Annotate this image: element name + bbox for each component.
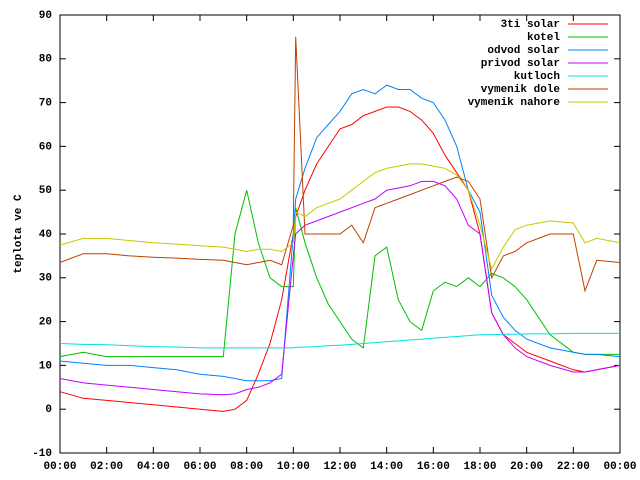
series-line	[59, 332, 620, 349]
series-line	[59, 84, 621, 382]
x-tick-label: 06:00	[183, 461, 216, 473]
series-line	[59, 180, 621, 396]
y-tick-label: 50	[39, 185, 52, 197]
x-tick-label: 18:00	[463, 461, 496, 473]
y-tick-label: 60	[39, 141, 52, 153]
legend-label: privod solar	[481, 58, 560, 70]
x-tick-label: 02:00	[90, 461, 123, 473]
y-tick-label: 90	[39, 10, 52, 22]
series-line	[59, 163, 621, 271]
legend-label: kutloch	[514, 71, 560, 83]
y-tick-label: 20	[39, 317, 52, 329]
legend-label: kotel	[527, 32, 560, 44]
x-tick-label: 04:00	[137, 461, 170, 473]
y-tick-label: 80	[39, 54, 52, 66]
x-tick-label: 00:00	[43, 461, 76, 473]
x-tick-label: 20:00	[510, 461, 543, 473]
y-tick-label: 10	[39, 360, 52, 372]
y-tick-label: -10	[32, 448, 52, 460]
y-axis-label: teplota ve C	[13, 194, 25, 274]
series-line	[59, 106, 621, 412]
x-tick-label: 14:00	[370, 461, 403, 473]
x-tick-label: 10:00	[277, 461, 310, 473]
x-tick-label: 16:00	[417, 461, 450, 473]
series-line	[59, 36, 621, 293]
y-tick-label: 30	[39, 273, 52, 285]
legend-label: odvod solar	[487, 45, 560, 57]
x-tick-label: 00:00	[603, 461, 636, 473]
legend-label: 3ti solar	[501, 19, 560, 31]
y-tick-label: 40	[39, 229, 52, 241]
x-tick-label: 12:00	[323, 461, 356, 473]
y-tick-label: 70	[39, 98, 52, 110]
x-tick-label: 08:00	[230, 461, 263, 473]
x-tick-label: 22:00	[557, 461, 590, 473]
y-tick-label: 0	[45, 404, 52, 416]
legend-label: vymenik nahore	[468, 97, 561, 109]
legend-label: vymenik dole	[481, 84, 561, 96]
